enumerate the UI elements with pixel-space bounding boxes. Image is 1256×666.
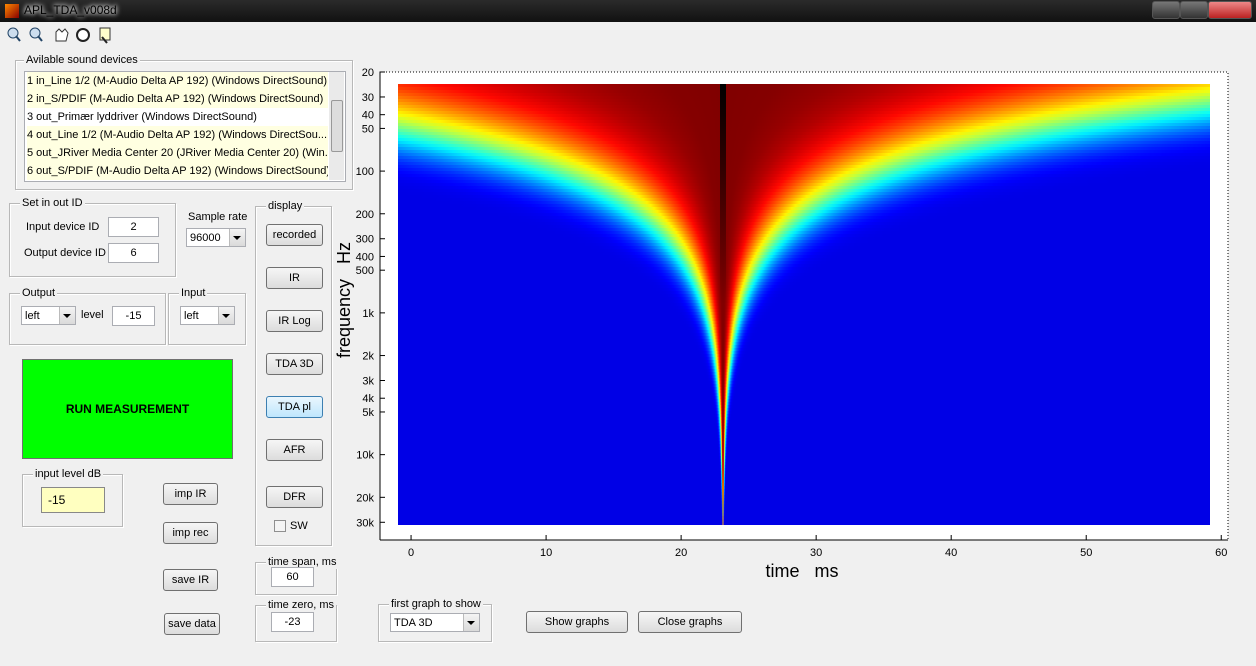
display-panel: display recorded IR IR Log TDA 3D TDA pl… [255, 200, 332, 546]
panel-title: input level dB [33, 468, 104, 481]
sample-rate-select[interactable]: 96000 [186, 228, 246, 247]
time-zero-field[interactable]: -23 [271, 612, 314, 632]
label: level [81, 309, 104, 321]
label: Output device ID [24, 247, 106, 259]
run-measurement-button[interactable]: RUN MEASUREMENT [22, 359, 233, 459]
checkbox-label: SW [290, 520, 308, 532]
level-field[interactable]: -15 [112, 306, 155, 326]
close-graphs-button[interactable]: Close graphs [638, 611, 742, 633]
select-value: left [25, 310, 40, 322]
inout-panel: Set in out ID Input device ID 2 Output d… [9, 197, 176, 277]
panel-title: first graph to show [389, 598, 483, 611]
sw-checkbox[interactable] [274, 520, 286, 532]
panel-title: Output [20, 287, 58, 300]
label: Sample rate [188, 211, 248, 223]
close-button[interactable] [1208, 1, 1252, 19]
display-button[interactable]: IR [266, 267, 323, 289]
panel-title: Avilable sound devices [24, 54, 140, 67]
output-device-field[interactable]: 6 [108, 243, 159, 263]
time-zero-panel: time zero, ms -23 [255, 599, 337, 642]
first-graph-panel: first graph to show TDA 3D [378, 598, 492, 642]
window-title: APL_TDA_v008d [24, 3, 117, 17]
output-panel: Output left level -15 [9, 287, 166, 345]
input-level-display: -15 [41, 487, 105, 513]
panel-title: display [266, 200, 305, 213]
title-bar: APL_TDA_v008d [0, 0, 1256, 22]
display-button[interactable]: IR Log [266, 310, 323, 332]
maximize-button[interactable] [1180, 1, 1208, 19]
panel-title: Input [179, 287, 208, 300]
device-item[interactable]: 1 in_Line 1/2 (M-Audio Delta AP 192) (Wi… [27, 72, 328, 90]
devices-panel: Avilable sound devices 1 in_Line 1/2 (M-… [15, 54, 353, 190]
time-span-field[interactable]: 60 [271, 567, 314, 587]
device-item[interactable]: 4 out_Line 1/2 (M-Audio Delta AP 192) (W… [27, 126, 328, 144]
scroll-thumb[interactable] [331, 100, 343, 152]
display-button[interactable]: TDA pl [266, 396, 323, 418]
imp-rec-button[interactable]: imp rec [163, 522, 218, 544]
label: Input device ID [26, 221, 100, 233]
time-span-panel: time span, ms 60 [255, 556, 339, 595]
select-value: left [184, 310, 199, 322]
panel-title: Set in out ID [20, 197, 85, 210]
device-item[interactable]: 3 out_Primær lyddriver (Windows DirectSo… [27, 108, 328, 126]
input-level-panel: input level dB -15 [22, 468, 123, 527]
select-value: TDA 3D [394, 617, 433, 629]
display-button[interactable]: DFR [266, 486, 323, 508]
input-panel: Input left [168, 287, 246, 345]
minimize-button[interactable] [1152, 1, 1180, 19]
panel-title: time span, ms [266, 556, 339, 569]
toolbar-icons[interactable] [4, 25, 124, 45]
imp-ir-button[interactable]: imp IR [163, 483, 218, 505]
input-device-field[interactable]: 2 [108, 217, 159, 237]
show-graphs-button[interactable]: Show graphs [526, 611, 628, 633]
panel-title: time zero, ms [266, 599, 337, 612]
device-item[interactable]: 2 in_S/PDIF (M-Audio Delta AP 192) (Wind… [27, 90, 328, 108]
device-list[interactable]: 1 in_Line 1/2 (M-Audio Delta AP 192) (Wi… [24, 71, 346, 182]
input-channel-select[interactable]: left [180, 306, 235, 325]
display-button[interactable]: AFR [266, 439, 323, 461]
first-graph-select[interactable]: TDA 3D [390, 613, 480, 632]
select-value: 96000 [190, 232, 221, 244]
device-item[interactable]: 6 out_S/PDIF (M-Audio Delta AP 192) (Win… [27, 162, 328, 180]
device-item[interactable]: 5 out_JRiver Media Center 20 (JRiver Med… [27, 144, 328, 162]
app-icon [5, 4, 19, 18]
display-button[interactable]: recorded [266, 224, 323, 246]
save-data-button[interactable]: save data [164, 613, 220, 635]
display-button[interactable]: TDA 3D [266, 353, 323, 375]
save-ir-button[interactable]: save IR [163, 569, 218, 591]
toolbar [0, 22, 1256, 46]
scrollbar[interactable] [329, 72, 344, 180]
output-channel-select[interactable]: left [21, 306, 76, 325]
